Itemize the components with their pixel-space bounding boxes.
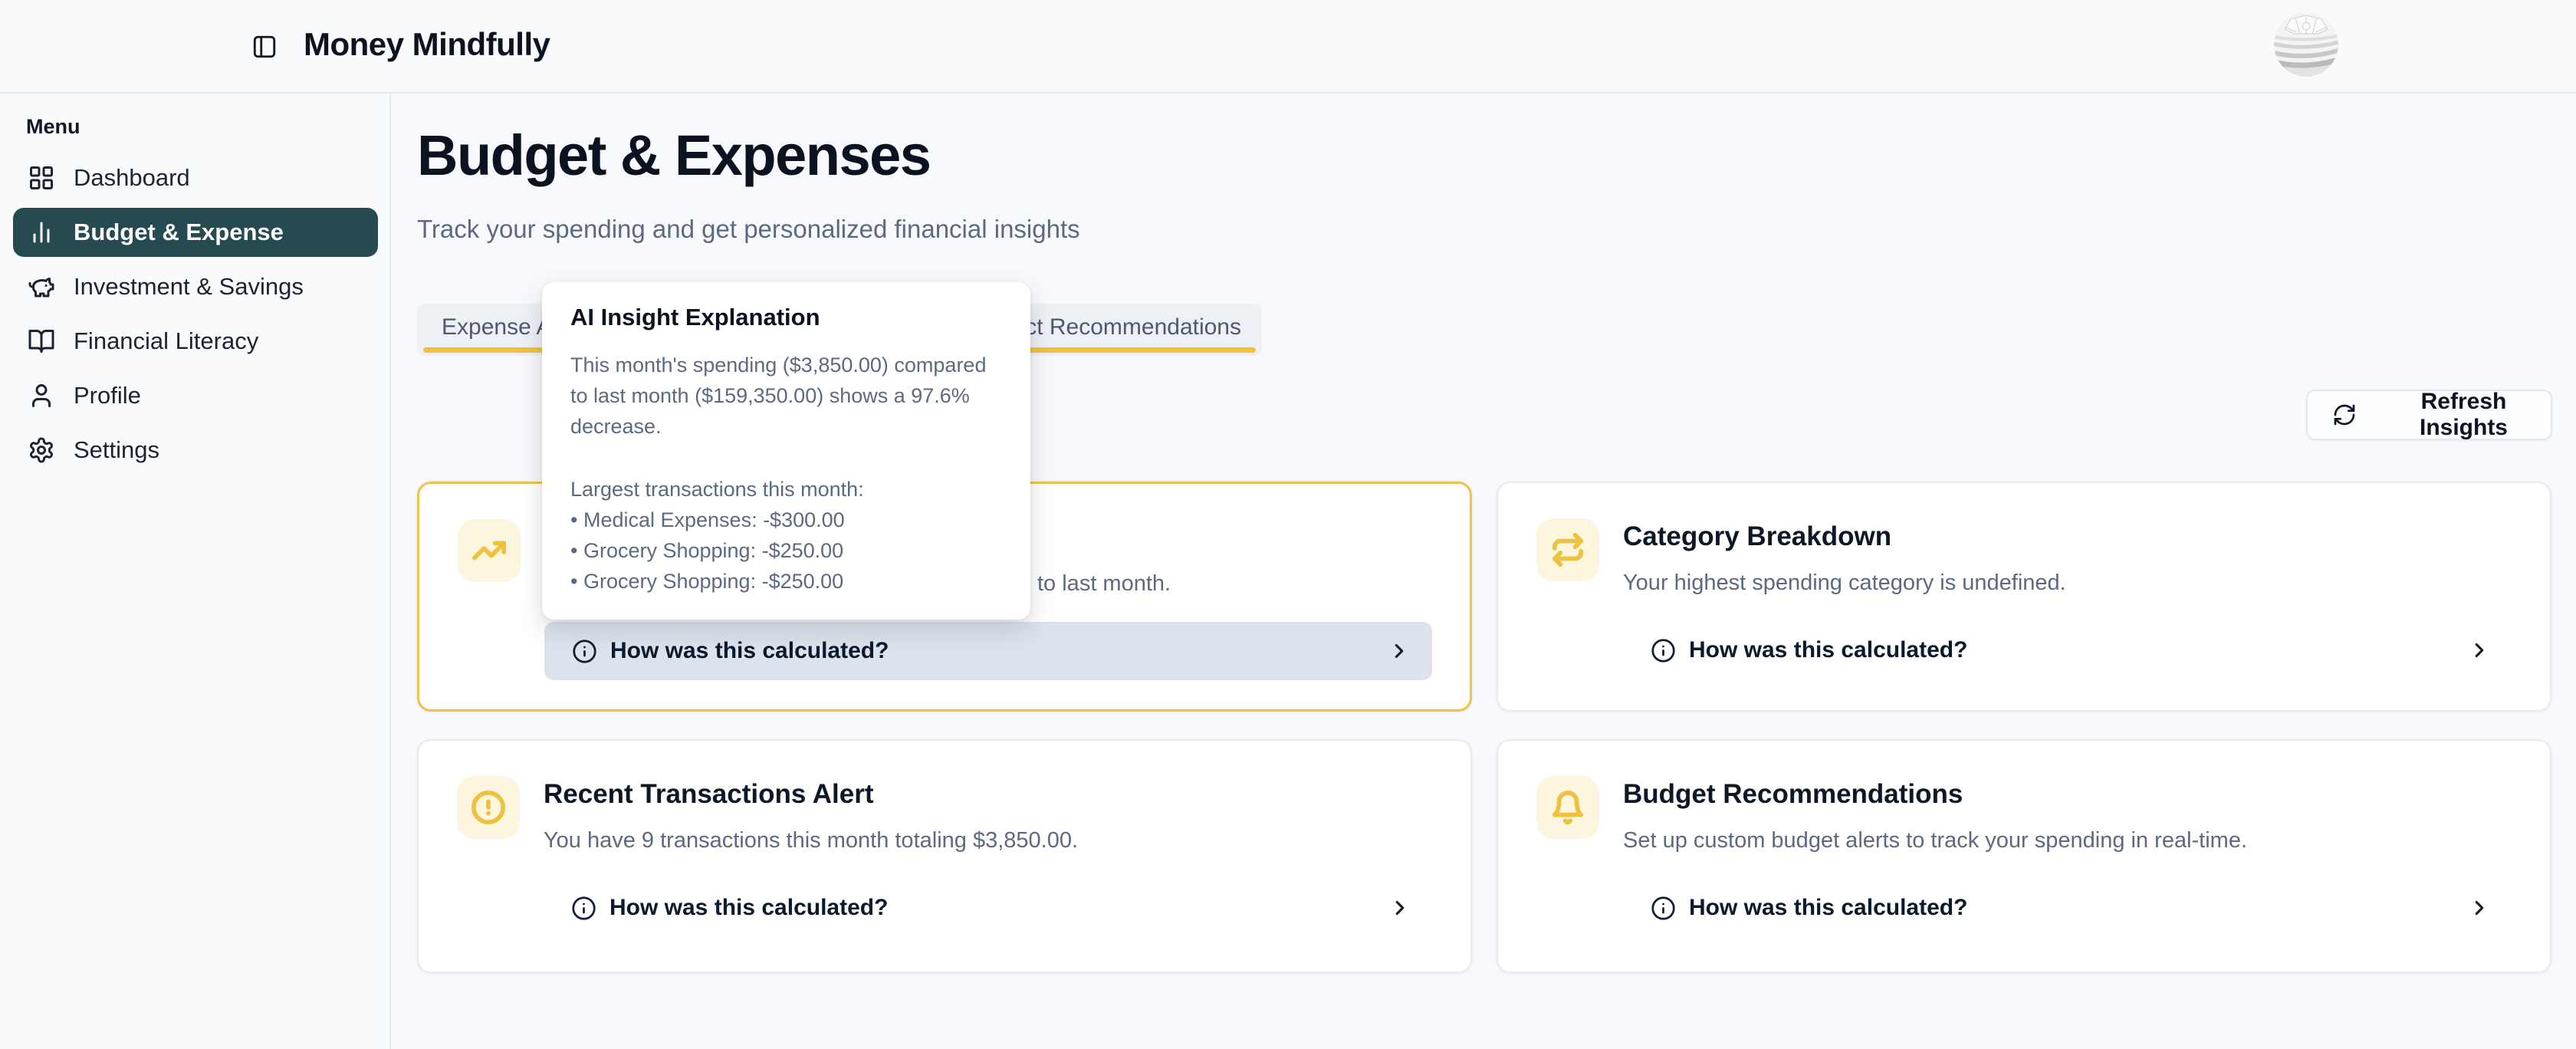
chevron-right-icon — [1388, 640, 1411, 663]
app-title: Money Mindfully — [304, 26, 550, 62]
sidebar-item-label: Investment & Savings — [74, 273, 304, 300]
bell-icon — [1536, 776, 1599, 839]
info-icon — [1651, 896, 1676, 921]
card-recent-transactions-alert: Recent Transactions Alert You have 9 tra… — [417, 739, 1472, 973]
tooltip-body: This month's spending ($3,850.00) compar… — [570, 354, 987, 438]
sidebar: Menu Dashboard Budget & Expense — [0, 94, 391, 1049]
sidebar-item-label: Settings — [74, 436, 160, 463]
sidebar-toggle-icon[interactable] — [247, 29, 282, 64]
card-description: Your highest spending category is undefi… — [1623, 571, 2066, 595]
sidebar-item-financial-literacy[interactable]: Financial Literacy — [13, 317, 378, 366]
how-calculated-row[interactable]: How was this calculated? — [544, 879, 1433, 937]
card-description-visible-fragment: to last month. — [1037, 571, 1171, 596]
info-icon — [572, 639, 597, 664]
card-description: Set up custom budget alerts to track you… — [1623, 828, 2248, 853]
sidebar-nav: Dashboard Budget & Expense Investme — [13, 153, 378, 475]
how-calculated-label: How was this calculated? — [610, 895, 889, 920]
avatar[interactable] — [2274, 12, 2338, 77]
card-title: Recent Transactions Alert — [544, 779, 874, 809]
gear-icon — [28, 436, 55, 464]
chevron-right-icon — [2468, 639, 2491, 662]
sidebar-item-investment-savings[interactable]: Investment & Savings — [13, 262, 378, 311]
sidebar-item-label: Profile — [74, 382, 141, 409]
repeat-icon — [1536, 518, 1599, 581]
sidebar-item-label: Budget & Expense — [74, 219, 284, 245]
piggy-bank-icon — [28, 273, 55, 301]
ai-insight-tooltip: AI Insight Explanation This month's spen… — [542, 282, 1030, 620]
chevron-right-icon — [2468, 896, 2491, 919]
sidebar-item-label: Financial Literacy — [74, 327, 259, 354]
how-calculated-row[interactable]: How was this calculated? — [1623, 879, 2512, 937]
how-calculated-row[interactable]: How was this calculated? — [544, 622, 1432, 680]
chevron-right-icon — [1388, 896, 1411, 919]
card-budget-recommendations: Budget Recommendations Set up custom bud… — [1497, 739, 2551, 973]
user-icon — [28, 382, 55, 409]
bar-chart-icon — [28, 219, 55, 246]
how-calculated-label: How was this calculated? — [1689, 895, 1968, 920]
refresh-icon — [2332, 403, 2357, 427]
card-title: Budget Recommendations — [1623, 779, 1963, 809]
card-title: Category Breakdown — [1623, 521, 1892, 551]
how-calculated-label: How was this calculated? — [610, 638, 889, 663]
sidebar-item-settings[interactable]: Settings — [13, 426, 378, 475]
top-header: Money Mindfully — [0, 0, 2576, 94]
sidebar-menu-label: Menu — [26, 115, 80, 138]
layout-grid-icon — [28, 164, 55, 192]
alert-circle-icon — [457, 776, 520, 839]
sidebar-item-budget-expense[interactable]: Budget & Expense — [13, 208, 378, 257]
book-open-icon — [28, 327, 55, 355]
how-calculated-label: How was this calculated? — [1689, 637, 1968, 663]
sidebar-item-label: Dashboard — [74, 164, 190, 191]
trending-up-icon — [458, 519, 521, 582]
sidebar-item-dashboard[interactable]: Dashboard — [13, 153, 378, 202]
card-description: You have 9 transactions this month total… — [544, 828, 1079, 853]
info-icon — [1651, 638, 1676, 663]
tab-expense-analysis[interactable]: Expense A — [442, 314, 552, 340]
how-calculated-row[interactable]: How was this calculated? — [1623, 621, 2512, 679]
tooltip-title: AI Insight Explanation — [570, 304, 820, 330]
sidebar-item-profile[interactable]: Profile — [13, 371, 378, 420]
page-title: Budget & Expenses — [417, 123, 932, 187]
tab-product-recommendations[interactable]: ct Recommendations — [1025, 314, 1241, 340]
page-subtitle: Track your spending and get personalized… — [417, 215, 1080, 243]
refresh-insights-button[interactable]: Refresh Insights — [2306, 389, 2552, 440]
tooltip-transactions-list: Largest transactions this month: • Medic… — [570, 478, 864, 593]
refresh-insights-label: Refresh Insights — [2419, 389, 2508, 440]
card-category-breakdown: Category Breakdown Your highest spending… — [1497, 482, 2551, 712]
info-icon — [571, 896, 596, 921]
